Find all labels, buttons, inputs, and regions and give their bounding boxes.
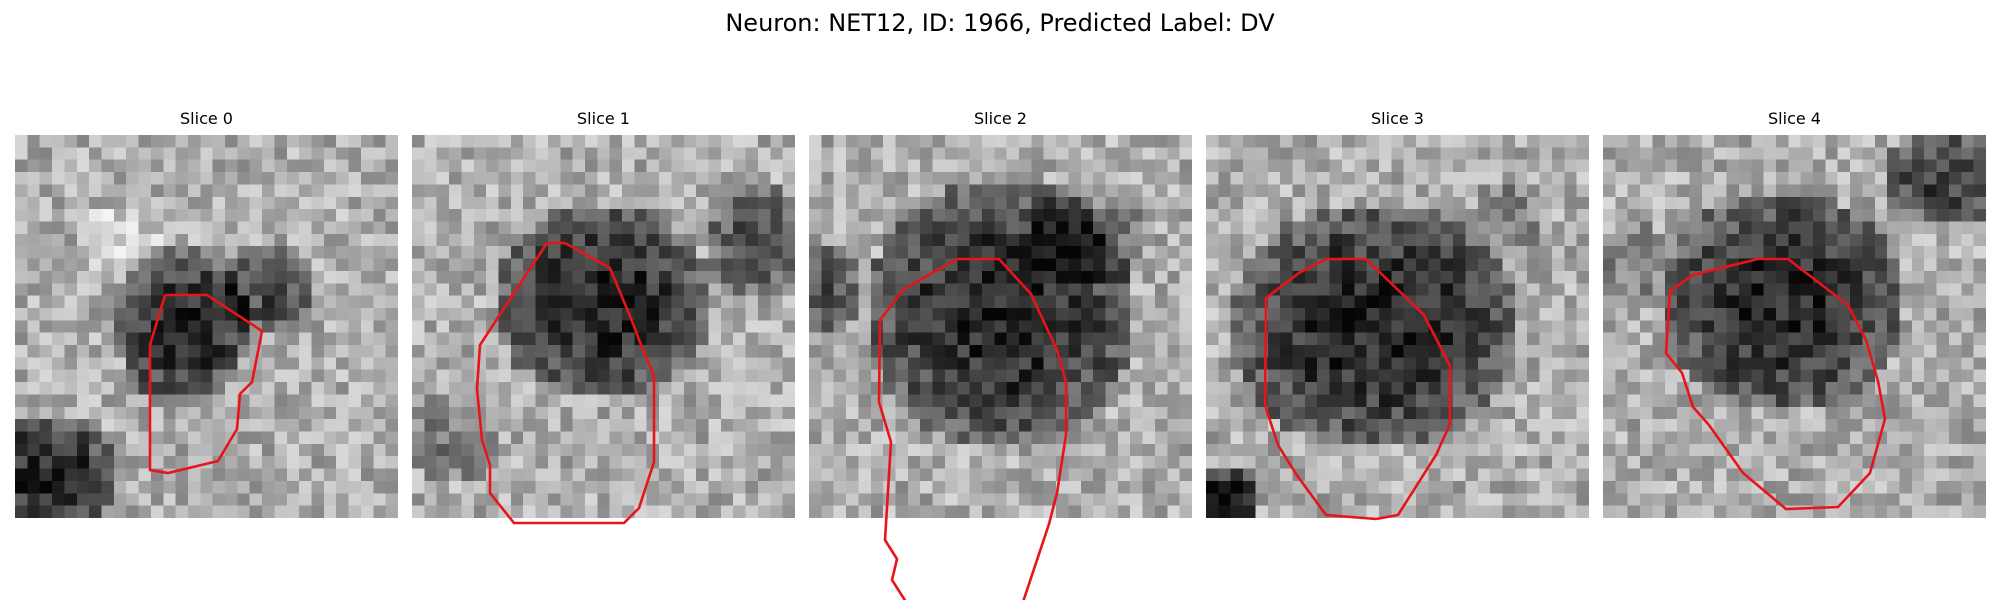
slice-panel-4: Slice 4 — [1603, 108, 1986, 518]
slice-image — [1206, 135, 1589, 521]
roi-contour — [475, 241, 656, 525]
slice-image — [412, 135, 795, 525]
slice-grayscale-image — [809, 135, 1192, 518]
slice-panel-3: Slice 3 — [1206, 108, 1589, 521]
slice-title: Slice 0 — [180, 109, 233, 128]
slice-panel-0: Slice 0 — [15, 108, 398, 518]
slice-title: Slice 1 — [577, 109, 630, 128]
slice-image — [1603, 135, 1986, 518]
roi-contour — [877, 257, 1068, 600]
slice-grayscale-image — [15, 135, 398, 518]
roi-contour — [1664, 257, 1887, 511]
slice-image — [809, 135, 1192, 600]
roi-contour — [1263, 257, 1452, 521]
figure-title: Neuron: NET12, ID: 1966, Predicted Label… — [725, 9, 1275, 37]
slice-grayscale-image — [1206, 135, 1589, 518]
slice-panel-1: Slice 1 — [412, 108, 795, 525]
slice-title: Slice 4 — [1768, 109, 1821, 128]
slice-title: Slice 2 — [974, 109, 1027, 128]
slice-panel-2: Slice 2 — [809, 108, 1192, 600]
slice-title: Slice 3 — [1371, 109, 1424, 128]
slice-grayscale-image — [412, 135, 795, 518]
roi-contour — [148, 293, 264, 475]
slice-image — [15, 135, 398, 518]
